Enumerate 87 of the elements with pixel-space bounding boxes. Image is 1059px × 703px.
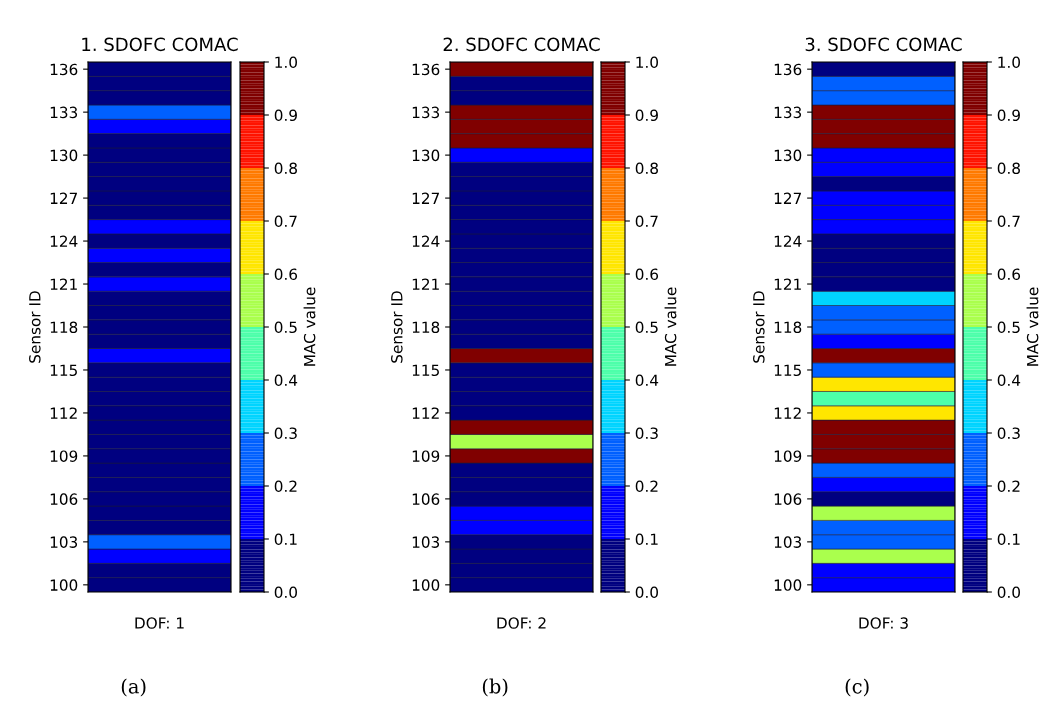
color-bar-label: 0.2 — [274, 480, 297, 493]
y-tick-label: 115 — [774, 364, 801, 376]
y-tick-label: 103 — [412, 536, 440, 548]
y-tick-label: 118 — [774, 321, 802, 334]
y-tick-label: 130 — [50, 149, 78, 162]
y-tick-label: 133 — [50, 106, 78, 119]
color-bar-label: 0.1 — [274, 533, 297, 546]
y-tick-label: 112 — [412, 407, 439, 419]
color-bar-label: 0.4 — [274, 374, 298, 387]
color-bar-label: 1.0 — [275, 56, 297, 69]
y-tick-label: 103 — [774, 536, 802, 548]
y-tick-label: 118 — [50, 321, 78, 334]
color-bar-label: 0.9 — [274, 109, 297, 122]
x-axis-title: DOF: 1 — [135, 617, 184, 629]
color-bar-label: 0.1 — [997, 533, 1020, 546]
color-bar-label: 0.4 — [997, 374, 1021, 387]
y-tick-label: 136 — [50, 63, 78, 76]
y-tick-label: 112 — [50, 407, 77, 419]
y-tick-label: 133 — [412, 106, 440, 119]
y-tick-label: 109 — [774, 450, 802, 462]
chart-title: 2. SDOFC COMAC — [443, 37, 600, 52]
chart-title: 3. SDOFC COMAC — [805, 37, 962, 52]
color-bar-label: 0.6 — [274, 268, 298, 281]
y-tick-label: 124 — [412, 235, 440, 247]
color-bar-label: 0.5 — [274, 321, 297, 334]
x-axis-title: DOF: 3 — [859, 617, 908, 629]
color-bar-label: 0.8 — [274, 162, 297, 175]
chart-title: 1. SDOFC COMAC — [82, 37, 238, 52]
y-tick-label: 106 — [50, 493, 78, 505]
color-bar-label: 0.9 — [635, 109, 658, 122]
y-tick-label: 121 — [412, 278, 439, 290]
y-axis-title: Sensor ID — [753, 291, 765, 363]
text: (a) — [121, 678, 146, 697]
color-bar-label: 0.6 — [997, 268, 1021, 281]
color-bar-label: 0.7 — [997, 215, 1020, 228]
y-tick-label: 127 — [774, 192, 801, 204]
y-tick-label: 115 — [412, 364, 439, 376]
color-bar-label: 0.3 — [635, 427, 658, 440]
color-bar-label: 0.7 — [635, 215, 658, 228]
y-tick-label: 124 — [774, 235, 802, 247]
y-tick-label: 124 — [50, 235, 78, 247]
text: (c) — [845, 678, 869, 697]
y-tick-label: 106 — [412, 493, 440, 505]
color-bar-label: 0.9 — [997, 109, 1020, 122]
color-bar-label: 0.8 — [997, 162, 1020, 175]
y-tick-label: 115 — [50, 364, 77, 376]
color-bar-label: 1.0 — [636, 56, 658, 69]
color-bar-label: 0.0 — [274, 586, 297, 599]
color-bar-label: 0.3 — [997, 427, 1020, 440]
y-tick-label: 127 — [412, 192, 439, 204]
y-tick-label: 136 — [412, 63, 440, 76]
y-tick-label: 130 — [412, 149, 440, 162]
y-tick-label: 106 — [774, 493, 802, 505]
text: (b) — [482, 678, 508, 697]
color-bar-label: 0.6 — [635, 268, 659, 281]
y-tick-label: 112 — [774, 407, 801, 419]
color-bar-label: 0.0 — [997, 586, 1020, 599]
color-bar-label: 0.8 — [635, 162, 658, 175]
y-tick-label: 136 — [774, 63, 802, 76]
color-bar-label: 0.4 — [635, 374, 659, 387]
y-axis-title: Sensor ID — [29, 291, 41, 363]
color-bar-label: 0.3 — [274, 427, 297, 440]
y-tick-label: 118 — [412, 321, 440, 334]
y-tick-label: 100 — [50, 579, 78, 591]
color-bar-label: 0.7 — [274, 215, 297, 228]
y-tick-label: 100 — [412, 579, 440, 591]
y-tick-label: 130 — [774, 149, 802, 162]
color-bar-label: 0.5 — [997, 321, 1020, 334]
y-tick-label: 100 — [774, 579, 802, 591]
color-bar-label: 0.1 — [635, 533, 658, 546]
color-bar-label: 0.2 — [997, 480, 1020, 493]
color-bar-title: MAC value — [664, 287, 677, 366]
color-bar-label: 0.2 — [635, 480, 658, 493]
y-tick-label: 103 — [50, 536, 78, 548]
x-axis-title: DOF: 2 — [497, 617, 546, 629]
color-bar-label: 1.0 — [998, 56, 1020, 69]
y-tick-label: 133 — [774, 106, 802, 119]
y-tick-label: 121 — [774, 278, 801, 290]
y-tick-label: 127 — [50, 192, 77, 204]
y-tick-label: 109 — [50, 450, 78, 462]
y-axis-title: Sensor ID — [391, 291, 403, 363]
color-bar-title: MAC value — [303, 287, 316, 366]
y-tick-label: 121 — [50, 278, 77, 290]
color-bar-label: 0.5 — [635, 321, 658, 334]
color-bar-title: MAC value — [1026, 287, 1039, 366]
y-tick-label: 109 — [412, 450, 440, 462]
color-bar-label: 0.0 — [635, 586, 658, 599]
